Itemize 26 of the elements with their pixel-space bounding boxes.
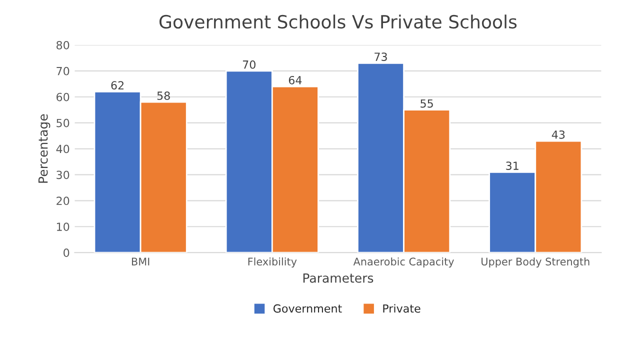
data-label: 62: [111, 81, 124, 90]
y-tick-label: 0: [64, 248, 70, 257]
x-tick-label: Upper Body Strength: [482, 257, 590, 268]
x-tick-label: Flexibility: [248, 257, 297, 268]
legend-label: Private: [383, 304, 420, 313]
y-tick-label: 10: [56, 222, 70, 232]
data-label: 43: [552, 130, 565, 139]
x-axis-title: Parameters: [303, 273, 374, 283]
y-axis-title: Percentage: [38, 114, 50, 183]
data-label: 55: [420, 99, 433, 108]
data-label: 73: [374, 52, 387, 61]
x-tick-label: Anaerobic Capacity: [353, 257, 454, 268]
chart-title: Government Schools Vs Private Schools: [160, 14, 517, 29]
legend-label: Government: [273, 304, 342, 313]
y-tick-label: 50: [56, 118, 70, 128]
y-tick-label: 60: [56, 92, 70, 102]
y-tick-label: 30: [56, 170, 70, 180]
data-label: 58: [157, 92, 170, 100]
data-label: 31: [506, 162, 518, 170]
y-tick-label: 70: [56, 66, 70, 76]
y-tick-label: 80: [56, 40, 70, 50]
data-label: 64: [288, 76, 302, 84]
y-tick-label: 20: [56, 196, 70, 206]
data-label: 70: [242, 60, 256, 69]
x-tick-label: BMI: [132, 258, 150, 266]
y-tick-label: 40: [56, 144, 70, 154]
